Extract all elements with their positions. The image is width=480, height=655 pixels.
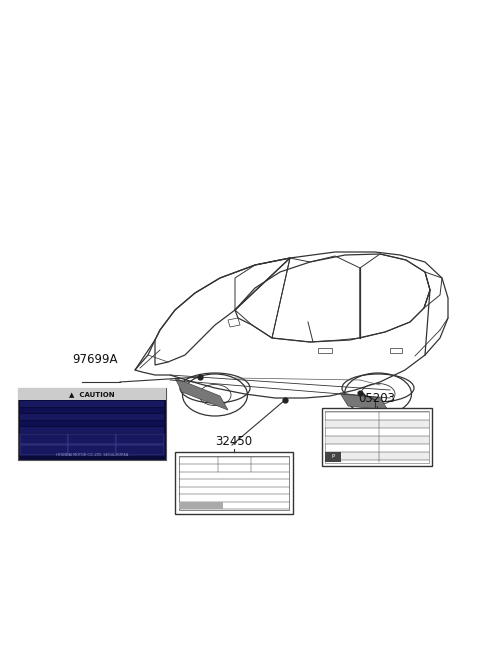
Bar xyxy=(179,456,289,510)
Text: HYUNDAI MOTOR CO.,LTD. SEOUL,KOREA: HYUNDAI MOTOR CO.,LTD. SEOUL,KOREA xyxy=(56,453,128,457)
Text: 97699A: 97699A xyxy=(72,353,118,366)
Bar xyxy=(322,408,432,466)
Bar xyxy=(325,452,341,462)
Bar xyxy=(20,434,68,444)
Bar xyxy=(18,388,166,460)
Bar xyxy=(68,434,116,444)
Bar xyxy=(20,434,164,439)
Text: P: P xyxy=(331,455,335,460)
Bar xyxy=(116,445,164,455)
Text: ▲  CAUTION: ▲ CAUTION xyxy=(69,391,115,397)
Bar xyxy=(20,414,164,419)
Bar xyxy=(20,427,164,432)
Bar xyxy=(20,407,164,413)
Bar xyxy=(325,420,429,428)
Bar xyxy=(318,348,332,353)
Bar xyxy=(20,421,164,426)
Bar xyxy=(20,440,164,445)
Bar xyxy=(20,401,164,407)
Bar xyxy=(325,452,429,460)
Bar xyxy=(18,388,166,400)
Bar xyxy=(179,502,223,509)
Bar xyxy=(20,445,68,455)
Text: 32450: 32450 xyxy=(216,435,252,448)
Bar xyxy=(325,436,429,444)
Bar xyxy=(325,411,429,463)
Bar xyxy=(116,434,164,444)
Bar xyxy=(68,445,116,455)
Bar xyxy=(390,348,402,353)
Text: 05203: 05203 xyxy=(359,392,396,405)
Bar xyxy=(175,452,293,514)
Polygon shape xyxy=(340,393,388,410)
Polygon shape xyxy=(175,378,228,410)
